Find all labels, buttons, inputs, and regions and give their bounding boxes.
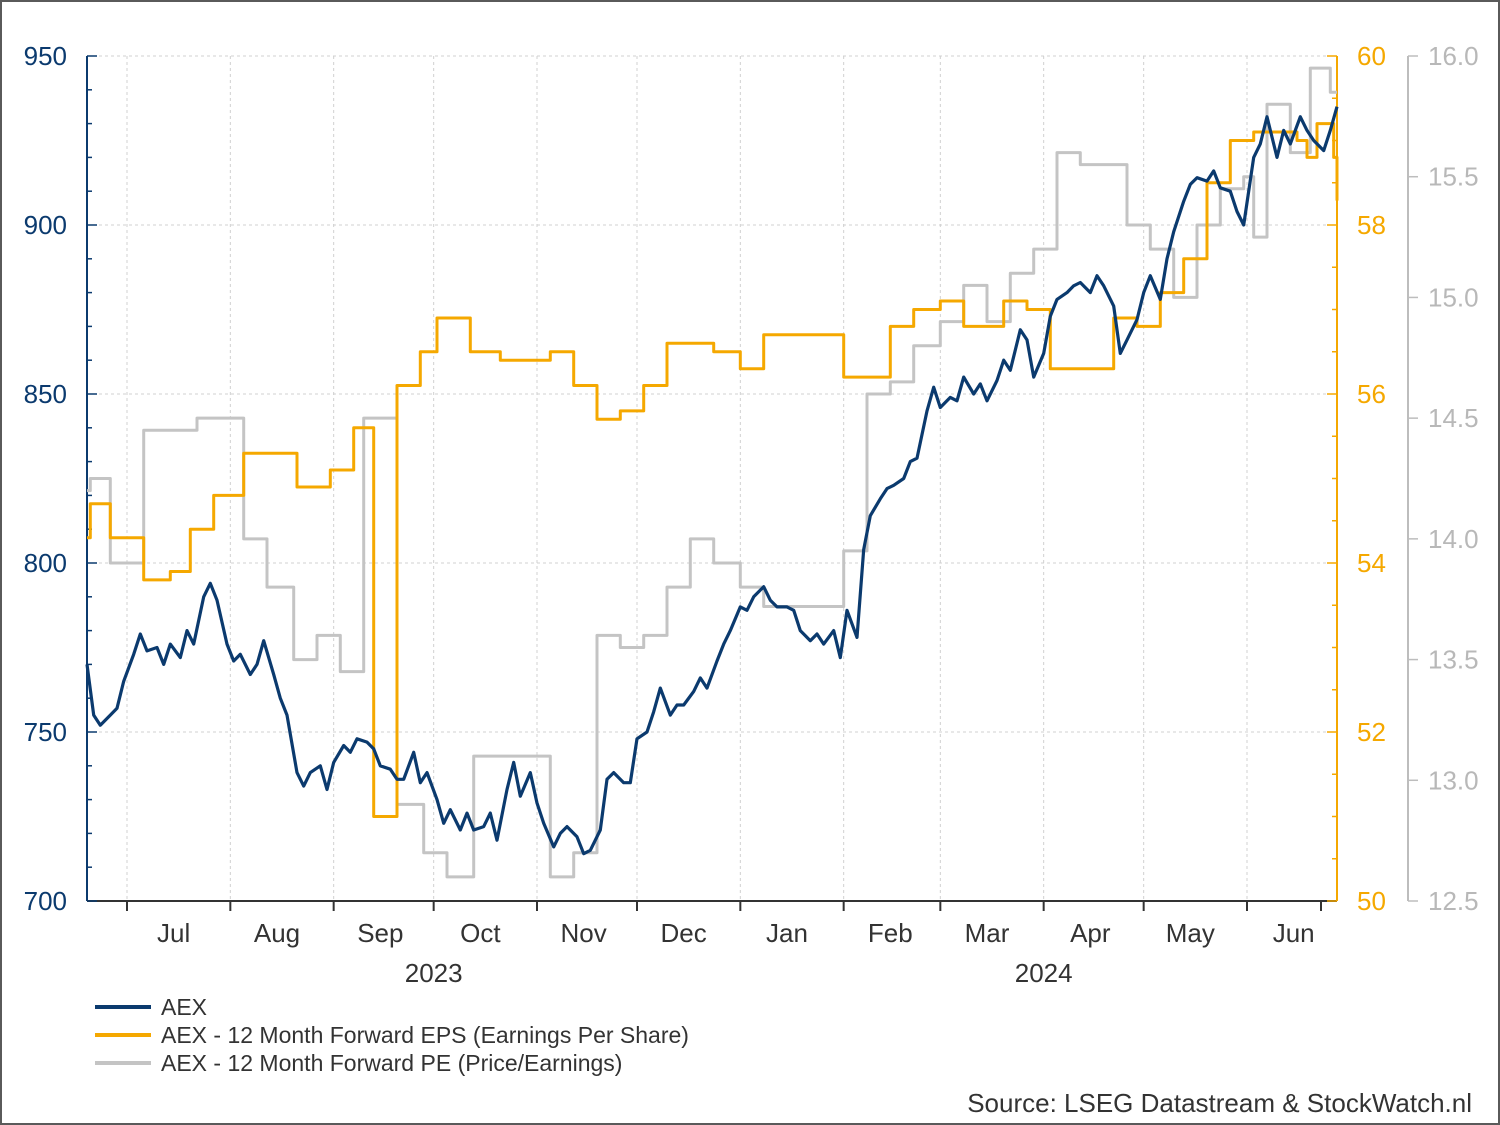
eps-tick-label: 52 [1357, 717, 1386, 747]
pe-tick-label: 12.5 [1428, 886, 1479, 916]
legend-swatch-aex [95, 1005, 151, 1009]
left-tick-label: 700 [24, 886, 67, 916]
pe-tick-label: 13.5 [1428, 645, 1479, 675]
grid-layer [87, 55, 1337, 901]
x-tick-label: Jul [157, 918, 190, 948]
series-layer [85, 66, 1339, 879]
x-tick-label: Feb [868, 918, 913, 948]
pe-tick-label: 15.5 [1428, 162, 1479, 192]
x-tick-label: May [1166, 918, 1215, 948]
source-note: Source: LSEG Datastream & StockWatch.nl [967, 1088, 1472, 1118]
eps-tick-label: 58 [1357, 210, 1386, 240]
legend-label-pe: AEX - 12 Month Forward PE (Price/Earning… [161, 1049, 623, 1076]
eps-tick-label: 54 [1357, 548, 1386, 578]
year-label: 2023 [405, 958, 463, 988]
series-line-pe [87, 66, 1337, 879]
year-label: 2024 [1015, 958, 1073, 988]
legend-swatch-pe [95, 1061, 151, 1065]
x-tick-label: Apr [1070, 918, 1111, 948]
labels-layer: 700 750 800 850 900 950 50 52 54 56 58 60 12.5 13.0 13… [24, 41, 1479, 988]
legend-label-eps: AEX - 12 Month Forward EPS (Earnings Per… [161, 1021, 689, 1048]
legend: AEX AEX - 12 Month Forward EPS (Earnings… [95, 993, 689, 1077]
pe-tick-label: 15.0 [1428, 282, 1479, 312]
left-tick-label: 900 [24, 210, 67, 240]
left-tick-label: 850 [24, 379, 67, 409]
series-line-eps [87, 122, 1339, 818]
legend-swatch-eps [95, 1033, 151, 1037]
legend-label-aex: AEX [161, 993, 208, 1020]
x-tick-label: Jan [766, 918, 808, 948]
pe-tick-label: 14.0 [1428, 524, 1479, 554]
series-line-aex [85, 106, 1339, 856]
pe-tick-label: 16.0 [1428, 41, 1479, 71]
x-tick-label: Oct [460, 918, 501, 948]
eps-tick-label: 50 [1357, 886, 1386, 916]
x-tick-label: Aug [254, 918, 300, 948]
x-tick-label: Sep [357, 918, 403, 948]
x-tick-label: Nov [561, 918, 607, 948]
left-tick-label: 800 [24, 548, 67, 578]
left-tick-label: 750 [24, 717, 67, 747]
x-tick-label: Jun [1273, 918, 1315, 948]
legend-item-pe: AEX - 12 Month Forward PE (Price/Earning… [95, 1049, 689, 1077]
eps-tick-label: 60 [1357, 41, 1386, 71]
x-tick-label: Dec [661, 918, 707, 948]
legend-item-aex: AEX [95, 993, 689, 1021]
pe-tick-label: 13.0 [1428, 765, 1479, 795]
x-tick-label: Mar [965, 918, 1010, 948]
pe-tick-label: 14.5 [1428, 403, 1479, 433]
legend-item-eps: AEX - 12 Month Forward EPS (Earnings Per… [95, 1021, 689, 1049]
eps-tick-label: 56 [1357, 379, 1386, 409]
left-tick-label: 950 [24, 41, 67, 71]
